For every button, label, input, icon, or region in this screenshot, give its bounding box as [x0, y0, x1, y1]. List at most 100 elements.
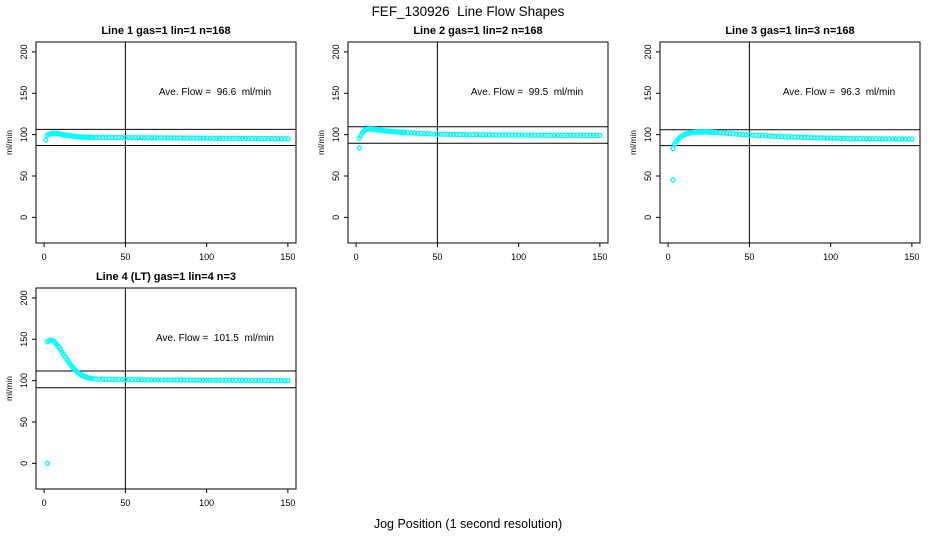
- data-point: [93, 376, 99, 382]
- data-point: [730, 131, 736, 137]
- data-point: [824, 135, 831, 141]
- data-point: [148, 135, 155, 141]
- panel-line-4: 0 50 100 150 0 50 100 150 200 ml/min Line 4 (LT) …: [0, 270, 312, 518]
- data-point: [496, 132, 502, 138]
- panel-3-title: Line 3 gas=1 lin=3 n=168: [725, 25, 855, 37]
- data-point: [853, 135, 860, 142]
- y-tick-label: 0: [19, 461, 29, 466]
- data-point: [145, 135, 151, 141]
- data-point: [268, 377, 275, 384]
- data-point: [181, 135, 187, 141]
- data-point: [112, 134, 119, 141]
- data-point: [538, 132, 545, 138]
- data-point: [850, 135, 857, 142]
- data-point: [220, 377, 226, 383]
- data-point: [532, 132, 538, 138]
- y-tick-label: 0: [643, 215, 653, 220]
- y-tick-label: 100: [19, 127, 29, 142]
- data-point: [584, 132, 590, 139]
- data-point: [470, 132, 476, 138]
- data-point: [577, 132, 584, 139]
- data-point: [886, 136, 892, 142]
- data-point: [717, 130, 723, 136]
- data-point: [489, 132, 496, 138]
- y-tick-label: 0: [331, 215, 341, 220]
- y-tick-label: 50: [331, 171, 341, 181]
- data-point: [554, 132, 561, 139]
- data-point: [762, 133, 769, 139]
- y-axis-label: ml/min: [4, 376, 14, 401]
- data-point: [356, 145, 363, 151]
- data-point: [184, 135, 190, 141]
- data-point: [876, 136, 883, 142]
- data-point: [197, 135, 203, 141]
- data-point: [200, 135, 207, 141]
- data-point: [870, 135, 876, 142]
- data-point: [96, 376, 103, 382]
- data-point: [226, 377, 233, 383]
- data-point: [434, 131, 441, 137]
- data-point: [785, 134, 792, 140]
- data-point: [795, 134, 801, 140]
- y-tick-label: 50: [19, 171, 29, 181]
- data-point: [473, 132, 480, 138]
- data-point: [502, 132, 509, 138]
- data-point: [759, 132, 766, 139]
- data-point: [138, 377, 145, 383]
- data-point: [753, 132, 759, 139]
- y-tick-label: 100: [643, 127, 653, 142]
- x-tick-label: 100: [823, 252, 838, 262]
- y-axis-label: ml/min: [628, 130, 638, 155]
- data-point: [125, 134, 132, 141]
- data-point: [545, 132, 551, 139]
- y-tick-label: 150: [19, 86, 29, 101]
- data-point: [454, 131, 460, 138]
- data-point: [96, 134, 103, 141]
- data-point: [522, 132, 528, 138]
- data-point: [43, 137, 49, 143]
- data-point: [567, 132, 574, 139]
- data-point: [216, 377, 223, 383]
- panel-2-title: Line 2 gas=1 lin=2 n=168: [413, 25, 543, 37]
- x-axis-label: Jog Position (1 second resolution): [373, 517, 563, 531]
- data-point: [103, 134, 109, 141]
- data-point: [476, 132, 483, 138]
- data-point: [194, 135, 200, 141]
- panel-3-ave-flow-annotation: Ave. Flow = 96.3 ml/min: [782, 87, 896, 98]
- data-point: [177, 135, 184, 141]
- data-point: [155, 135, 161, 141]
- data-point: [840, 135, 847, 141]
- data-point: [275, 135, 281, 142]
- data-point: [831, 135, 837, 141]
- data-point: [811, 135, 818, 141]
- data-point: [148, 377, 155, 383]
- panel-1-ave-flow-annotation: Ave. Flow = 96.6 ml/min: [158, 87, 272, 98]
- data-point: [749, 132, 756, 138]
- data-point: [112, 376, 119, 383]
- data-point: [535, 132, 541, 138]
- panel-2-ave-flow-annotation: Ave. Flow = 99.5 ml/min: [470, 87, 584, 98]
- data-point: [873, 136, 879, 142]
- data-point: [272, 135, 278, 142]
- data-point: [207, 377, 213, 383]
- data-point: [119, 134, 125, 141]
- data-point: [899, 136, 905, 142]
- data-point: [207, 135, 213, 141]
- data-point: [896, 136, 902, 142]
- x-tick-label: 100: [199, 498, 214, 508]
- data-point: [593, 132, 600, 139]
- data-point: [405, 130, 411, 136]
- data-point: [863, 135, 870, 142]
- data-point: [766, 133, 772, 139]
- data-point: [821, 135, 827, 141]
- data-point: [181, 377, 187, 383]
- x-tick-label: 50: [744, 252, 754, 262]
- data-point: [155, 377, 161, 383]
- data-point: [174, 135, 181, 141]
- data-point: [203, 135, 210, 141]
- data-point: [262, 377, 268, 384]
- y-tick-label: 200: [19, 44, 29, 59]
- data-point: [889, 136, 896, 142]
- y-tick-label: 200: [331, 44, 341, 59]
